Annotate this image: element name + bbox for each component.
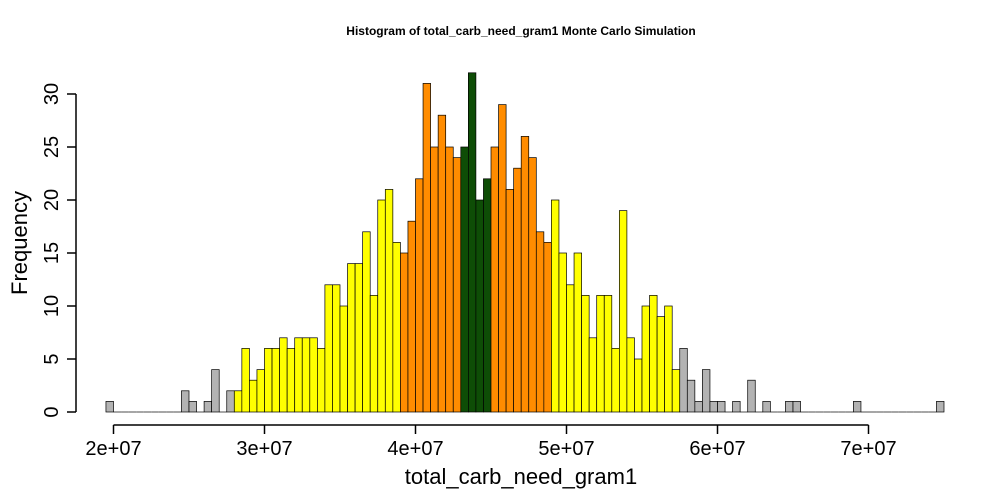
histogram-bar	[505, 189, 515, 413]
histogram-bar	[520, 136, 530, 413]
histogram-bar	[626, 337, 635, 413]
histogram-bar	[249, 379, 258, 413]
histogram-bar	[717, 401, 726, 413]
histogram-bar	[460, 146, 469, 413]
histogram-bar	[694, 401, 703, 413]
histogram-bar	[656, 316, 665, 413]
histogram-bar	[483, 178, 492, 413]
histogram-bar	[792, 401, 801, 413]
histogram-bar	[490, 146, 499, 413]
histogram-bar	[618, 210, 628, 413]
histogram-bar	[400, 252, 409, 413]
histogram-bar	[543, 242, 552, 413]
histogram-bar	[430, 146, 439, 413]
histogram-bar	[203, 401, 213, 413]
y-axis-ticks: 0 5 10 15 20 25 30	[41, 83, 76, 418]
histogram-bar	[332, 284, 341, 413]
histogram-bar	[241, 348, 250, 413]
histogram-bar	[301, 337, 311, 413]
histogram-bar	[596, 295, 605, 413]
histogram-bar	[573, 252, 582, 413]
histogram-bar	[362, 231, 371, 413]
histogram-bar	[588, 337, 598, 413]
histogram-bar	[936, 401, 945, 413]
histogram-bar	[286, 348, 296, 413]
histogram-bar	[294, 337, 303, 413]
histogram-bar	[762, 401, 771, 413]
histogram-bar	[566, 284, 575, 413]
x-tick-label: 7e+07	[840, 438, 896, 460]
y-tick-label: 25	[41, 136, 63, 158]
histogram-bar	[732, 401, 741, 413]
histogram-bar	[611, 348, 620, 413]
histogram-bar	[347, 263, 356, 413]
histogram-bar	[384, 189, 394, 413]
histogram-bar	[271, 348, 280, 413]
histogram-bar	[445, 146, 454, 413]
y-axis-title: Frequency	[7, 191, 32, 295]
histogram-bar	[528, 157, 537, 413]
histogram-bar	[354, 263, 364, 413]
histogram-bar	[649, 295, 658, 413]
histogram-bar	[679, 348, 688, 413]
histogram-bar	[551, 199, 560, 413]
histogram-bar	[709, 401, 718, 413]
y-tick-label: 15	[41, 242, 63, 264]
histogram-bar	[686, 379, 696, 413]
y-tick-label: 10	[41, 295, 63, 317]
histogram-bar	[535, 231, 545, 413]
histogram-bar	[233, 390, 243, 413]
histogram-bar	[422, 83, 431, 413]
histogram-bar	[641, 305, 650, 413]
y-tick-label: 0	[41, 406, 63, 417]
histogram-bar	[747, 379, 756, 413]
x-tick-label: 3e+07	[236, 438, 292, 460]
histogram-bar	[671, 369, 681, 413]
y-tick-label: 20	[41, 189, 63, 211]
y-tick-label: 30	[41, 83, 63, 105]
histogram-bar	[475, 199, 484, 413]
histogram-bar	[437, 114, 447, 413]
histogram-bar	[407, 220, 416, 413]
x-axis-title: total_carb_need_gram1	[405, 464, 637, 489]
x-axis-ticks: 2e+07 3e+07 4e+07 5e+07 6e+07 7e+07	[85, 425, 897, 460]
histogram-bar	[513, 167, 522, 413]
histogram-bar	[256, 369, 265, 413]
y-tick-label: 5	[41, 353, 63, 364]
histogram-bar	[415, 178, 424, 413]
histogram-bar	[603, 295, 613, 413]
histogram-bar	[785, 401, 794, 413]
histogram-bar	[279, 337, 288, 413]
histogram-bar	[339, 305, 348, 413]
x-tick-label: 6e+07	[689, 438, 745, 460]
histogram-bar	[377, 199, 386, 413]
histogram-bar	[309, 337, 318, 413]
histogram-bar	[634, 358, 643, 413]
histogram-bar	[468, 72, 477, 413]
histogram-bar	[181, 390, 190, 413]
x-tick-label: 2e+07	[85, 438, 141, 460]
histogram-bar	[581, 295, 590, 413]
histogram-bar	[264, 348, 273, 413]
x-tick-label: 4e+07	[387, 438, 443, 460]
histogram-bar	[452, 157, 462, 413]
histogram-bar	[392, 242, 401, 413]
histogram-bar	[226, 390, 235, 413]
histogram-bar	[664, 305, 673, 413]
histogram-bar	[188, 401, 197, 413]
histogram-bar	[853, 401, 862, 413]
histogram-bar	[317, 348, 326, 413]
histogram-bar	[702, 369, 711, 413]
histogram-bar	[498, 104, 507, 413]
histogram-bar	[558, 252, 567, 413]
x-tick-label: 5e+07	[538, 438, 594, 460]
histogram-bar	[211, 369, 220, 413]
histogram-bar	[369, 295, 379, 413]
histogram-bar	[324, 284, 333, 413]
histogram-bar	[105, 401, 114, 413]
chart-title: Histogram of total_carb_need_gram1 Monte…	[346, 24, 695, 38]
histogram-bars	[105, 72, 945, 413]
